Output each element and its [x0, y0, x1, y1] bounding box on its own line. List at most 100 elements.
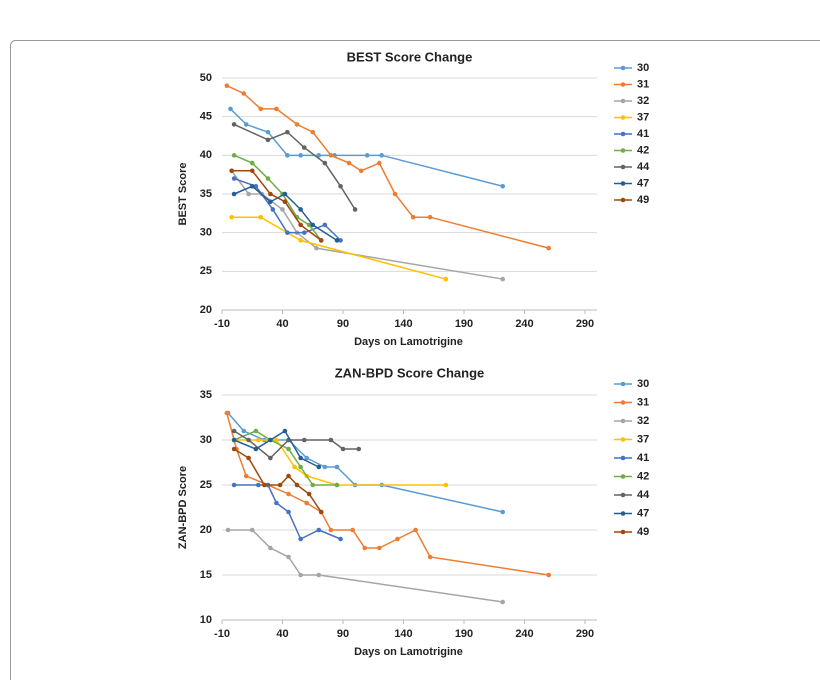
series-line: [233, 429, 320, 468]
legend-marker: [620, 197, 626, 203]
data-point: [285, 153, 290, 158]
x-tick-label: 290: [576, 318, 594, 330]
data-point: [280, 207, 285, 212]
data-point: [304, 455, 310, 461]
legend-label: 32: [637, 95, 649, 107]
data-point: [338, 183, 343, 189]
data-point: [231, 446, 237, 452]
legend-marker: [620, 115, 626, 120]
data-point: [231, 176, 237, 181]
data-point: [243, 473, 249, 479]
data-point: [298, 238, 303, 243]
data-point: [285, 230, 290, 235]
y-tick-label: 30: [200, 434, 212, 446]
data-point: [268, 455, 273, 461]
x-tick-label: 40: [276, 628, 288, 640]
legend-label: 49: [637, 526, 649, 538]
data-point: [364, 153, 370, 158]
y-tick-label: 50: [200, 72, 212, 84]
data-point: [231, 482, 237, 488]
data-point: [228, 106, 233, 112]
y-tick-label: 15: [200, 569, 212, 581]
data-point: [231, 428, 237, 434]
data-point: [262, 482, 267, 488]
legend-label: 42: [637, 144, 649, 156]
data-point: [304, 500, 310, 506]
data-point: [346, 160, 352, 166]
data-point: [338, 238, 343, 243]
data-point: [334, 464, 340, 470]
data-point: [310, 222, 316, 228]
y-tick-label: 35: [200, 389, 212, 401]
data-point: [298, 222, 303, 228]
data-point: [328, 153, 334, 158]
legend-label: 30: [637, 62, 649, 74]
x-tick-label: 140: [394, 628, 412, 640]
legend-marker: [620, 529, 626, 535]
x-tick-label: 90: [337, 318, 349, 330]
data-point: [322, 464, 328, 470]
data-point: [286, 491, 291, 497]
legend-label: 30: [637, 378, 649, 390]
data-point: [292, 464, 297, 470]
legend-marker: [620, 148, 626, 153]
legend-marker: [620, 131, 626, 137]
chart-title: BEST Score Change: [347, 49, 473, 64]
data-point: [318, 509, 324, 515]
data-point: [225, 527, 231, 533]
series-line: [233, 448, 322, 513]
data-point: [255, 482, 261, 488]
legend-label: 44: [637, 489, 650, 501]
data-point: [265, 137, 271, 143]
legend-label: 32: [637, 415, 649, 427]
data-point: [301, 145, 307, 150]
data-point: [298, 207, 303, 212]
data-point: [286, 473, 291, 479]
data-point: [241, 428, 247, 434]
chart-title: ZAN-BPD Score Change: [335, 365, 485, 380]
data-point: [249, 168, 255, 174]
data-point: [282, 191, 288, 197]
legend-marker: [620, 474, 626, 479]
legend-marker: [620, 82, 626, 87]
data-point: [231, 437, 237, 443]
data-point: [224, 83, 230, 89]
data-point: [356, 446, 362, 452]
data-point: [358, 168, 364, 174]
y-tick-label: 25: [200, 479, 212, 491]
data-point: [362, 545, 368, 551]
data-point: [334, 238, 340, 243]
data-point: [338, 536, 343, 542]
data-point: [253, 446, 259, 452]
data-point: [314, 245, 319, 251]
y-tick-label: 30: [200, 227, 212, 239]
data-point: [322, 160, 328, 166]
data-point: [443, 276, 449, 282]
data-point: [241, 91, 247, 96]
data-point: [274, 106, 279, 112]
data-point: [298, 455, 303, 461]
data-point: [350, 527, 355, 533]
data-point: [229, 214, 234, 220]
x-tick-label: 140: [394, 318, 412, 330]
data-point: [294, 482, 300, 488]
data-point: [500, 599, 506, 605]
data-point: [310, 482, 316, 488]
series-line: [226, 85, 549, 249]
data-point: [246, 191, 251, 197]
legend-label: 37: [637, 111, 649, 123]
data-point: [270, 207, 276, 212]
data-point: [282, 199, 288, 205]
y-tick-label: 45: [200, 111, 212, 123]
data-point: [246, 455, 251, 461]
y-axis-label: ZAN-BPD Score: [177, 466, 189, 549]
data-point: [249, 183, 255, 189]
legend-label: 42: [637, 470, 649, 482]
legend-marker: [620, 418, 626, 424]
data-point: [306, 222, 312, 228]
data-point: [410, 214, 416, 220]
legend-marker: [620, 511, 626, 516]
legend-marker: [620, 98, 626, 104]
legend-label: 47: [637, 177, 649, 189]
legend-marker: [620, 455, 626, 461]
